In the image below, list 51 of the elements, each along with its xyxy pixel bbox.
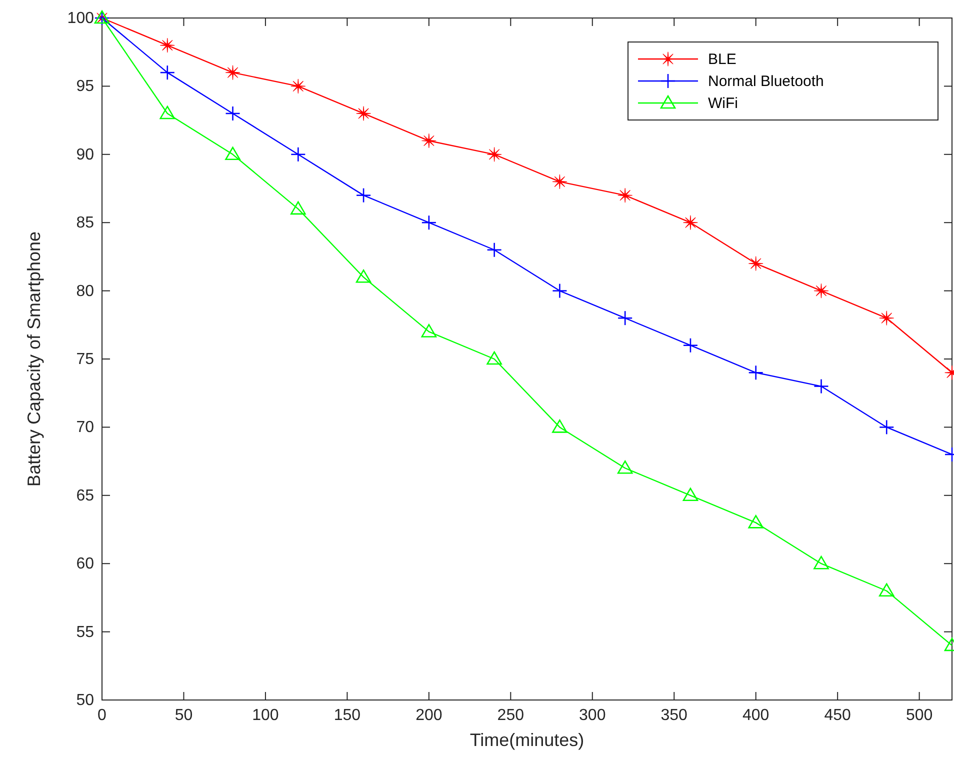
legend-label: BLE — [708, 51, 736, 68]
point — [748, 515, 764, 528]
point — [486, 351, 502, 365]
point — [356, 106, 371, 121]
x-tick-label: 450 — [824, 707, 852, 724]
point — [878, 583, 894, 597]
point — [617, 460, 633, 474]
y-tick-label: 85 — [76, 214, 94, 232]
point — [225, 65, 240, 80]
legend-label: WiFi — [708, 95, 738, 112]
point — [487, 147, 502, 162]
point — [290, 78, 306, 94]
x-tick-label: 200 — [416, 707, 442, 724]
y-tick-label: 90 — [76, 146, 94, 164]
x-tick-label: 500 — [906, 707, 933, 724]
point — [814, 556, 829, 570]
y-tick-label: 95 — [76, 78, 94, 96]
point — [682, 488, 698, 502]
x-axis-title: Time(minutes) — [470, 730, 584, 750]
point — [160, 106, 176, 120]
point — [422, 133, 436, 148]
y-tick-label: 50 — [76, 692, 94, 709]
point — [552, 420, 568, 433]
point — [814, 284, 829, 298]
y-tick-label: 65 — [76, 487, 94, 504]
x-tick-label: 300 — [579, 707, 606, 724]
y-tick-label: 55 — [76, 624, 94, 641]
x-tick-label: 0 — [98, 707, 107, 724]
point — [748, 256, 764, 271]
point — [683, 215, 698, 230]
y-tick-label: 70 — [76, 419, 94, 436]
x-tick-label: 100 — [252, 707, 279, 724]
point — [225, 146, 240, 160]
legend-label: Normal Bluetooth — [708, 73, 824, 90]
y-tick-label: 60 — [76, 556, 94, 573]
x-tick-label: 50 — [174, 707, 193, 724]
x-tick-label: 150 — [334, 707, 361, 724]
y-tick-label: 80 — [76, 282, 94, 300]
x-tick-label: 250 — [497, 707, 524, 724]
y-tick-label: 100 — [67, 10, 94, 27]
y-axis-title: Battery Capacity of Smartphone — [24, 231, 44, 487]
point — [879, 310, 894, 326]
x-tick-label: 350 — [660, 707, 688, 724]
point — [552, 174, 567, 189]
point — [421, 324, 437, 338]
x-tick-label: 400 — [742, 707, 770, 724]
point — [160, 38, 175, 53]
y-tick-label: 75 — [76, 351, 94, 368]
point — [618, 188, 632, 203]
point — [290, 201, 306, 215]
point — [356, 270, 372, 283]
